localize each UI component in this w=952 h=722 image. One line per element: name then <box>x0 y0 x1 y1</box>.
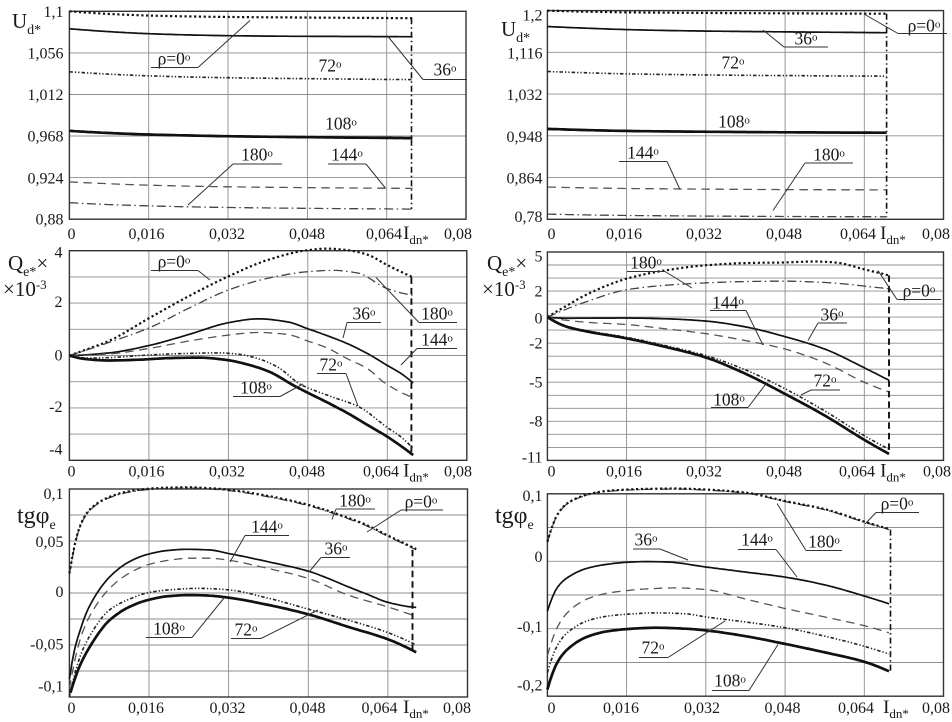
svg-text:0,032: 0,032 <box>209 464 245 481</box>
svg-text:0,08: 0,08 <box>444 226 472 243</box>
svg-text:0: 0 <box>535 549 543 566</box>
svg-text:0,064: 0,064 <box>838 700 874 717</box>
svg-text:0,08: 0,08 <box>922 700 950 717</box>
svg-text:0,016: 0,016 <box>606 226 642 243</box>
svg-text:ρ=0o: ρ=0o <box>881 494 914 514</box>
svg-text:108o: 108o <box>714 671 746 691</box>
svg-text:0,032: 0,032 <box>684 700 720 717</box>
svg-text:-11: -11 <box>522 450 543 467</box>
svg-text:0: 0 <box>548 464 556 481</box>
svg-text:108o: 108o <box>240 378 272 398</box>
svg-text:ρ=0o: ρ=0o <box>908 16 941 36</box>
svg-text:1,116: 1,116 <box>507 45 542 62</box>
svg-text:2: 2 <box>535 284 543 301</box>
svg-text:144o: 144o <box>251 517 283 537</box>
svg-text:4: 4 <box>55 245 63 262</box>
svg-text:5: 5 <box>535 249 543 266</box>
svg-text:-0,2: -0,2 <box>517 678 542 695</box>
svg-text:0,064: 0,064 <box>362 700 398 717</box>
svg-text:Idn*: Idn* <box>403 697 429 721</box>
svg-text:0,1: 0,1 <box>523 488 543 505</box>
svg-text:0,08: 0,08 <box>443 700 471 717</box>
svg-text:0,88: 0,88 <box>36 212 64 229</box>
svg-text:0,016: 0,016 <box>128 700 164 717</box>
svg-text:0,05: 0,05 <box>36 534 64 551</box>
svg-text:0,016: 0,016 <box>603 700 639 717</box>
svg-text:0,064: 0,064 <box>840 226 876 243</box>
svg-text:ρ=0o: ρ=0o <box>158 49 191 69</box>
svg-text:180o: 180o <box>630 253 662 273</box>
svg-text:0,016: 0,016 <box>606 464 642 481</box>
svg-text:0,08: 0,08 <box>922 226 950 243</box>
svg-text:108o: 108o <box>325 114 357 134</box>
svg-text:0,048: 0,048 <box>766 226 802 243</box>
svg-text:0,016: 0,016 <box>129 226 165 243</box>
svg-text:0,864: 0,864 <box>507 171 543 188</box>
svg-text:144o: 144o <box>741 530 773 550</box>
svg-text:144o: 144o <box>627 143 659 163</box>
svg-text:0,064: 0,064 <box>839 464 875 481</box>
svg-text:-0,05: -0,05 <box>30 636 63 653</box>
svg-text:1,056: 1,056 <box>28 46 64 63</box>
svg-text:108o: 108o <box>718 112 750 132</box>
svg-text:-0,1: -0,1 <box>517 619 542 636</box>
svg-text:0,032: 0,032 <box>686 464 722 481</box>
svg-text:0,08: 0,08 <box>923 464 951 481</box>
svg-text:108o: 108o <box>713 390 745 410</box>
svg-text:0,048: 0,048 <box>289 226 325 243</box>
svg-text:1,012: 1,012 <box>28 87 64 104</box>
svg-text:144o: 144o <box>421 330 453 350</box>
svg-text:0,016: 0,016 <box>129 464 165 481</box>
svg-text:0,048: 0,048 <box>765 700 801 717</box>
svg-text:tgφe: tgφe <box>495 503 534 533</box>
svg-text:0,032: 0,032 <box>210 700 246 717</box>
svg-text:0,78: 0,78 <box>515 209 543 226</box>
svg-text:0,032: 0,032 <box>209 226 245 243</box>
svg-text:1,2: 1,2 <box>523 8 543 25</box>
svg-text:0,924: 0,924 <box>28 170 64 187</box>
svg-text:0: 0 <box>68 464 76 481</box>
svg-text:0: 0 <box>56 584 64 601</box>
svg-text:0,048: 0,048 <box>766 464 802 481</box>
svg-text:180o: 180o <box>339 491 371 511</box>
svg-text:1,032: 1,032 <box>507 87 543 104</box>
svg-text:0,048: 0,048 <box>290 700 326 717</box>
svg-text:0: 0 <box>535 311 543 328</box>
svg-text:ρ=0o: ρ=0o <box>158 252 191 272</box>
svg-text:144o: 144o <box>331 145 363 165</box>
svg-text:0: 0 <box>68 700 76 717</box>
svg-text:2: 2 <box>55 294 63 311</box>
svg-text:0: 0 <box>548 226 556 243</box>
svg-text:0,064: 0,064 <box>363 464 399 481</box>
svg-text:1,1: 1,1 <box>44 4 64 21</box>
svg-text:0,048: 0,048 <box>289 464 325 481</box>
svg-text:0,032: 0,032 <box>686 226 722 243</box>
svg-text:0,064: 0,064 <box>366 226 402 243</box>
svg-text:-5: -5 <box>529 375 542 392</box>
svg-text:0: 0 <box>68 226 76 243</box>
svg-text:tgφe: tgφe <box>17 503 56 533</box>
svg-text:ρ=0o: ρ=0o <box>903 281 936 301</box>
svg-text:ρ=0o: ρ=0o <box>405 492 438 512</box>
svg-text:0: 0 <box>55 348 63 365</box>
svg-text:-4: -4 <box>49 442 62 459</box>
svg-text:-2: -2 <box>49 399 62 416</box>
svg-text:180o: 180o <box>813 145 845 165</box>
svg-text:0,948: 0,948 <box>507 129 543 146</box>
svg-text:144o: 144o <box>712 293 744 313</box>
svg-text:-8: -8 <box>529 414 542 431</box>
svg-text:0,1: 0,1 <box>44 486 64 503</box>
svg-text:0,08: 0,08 <box>444 464 472 481</box>
svg-text:-2: -2 <box>529 336 542 353</box>
svg-text:180o: 180o <box>421 304 453 324</box>
svg-text:-0,1: -0,1 <box>38 679 63 696</box>
svg-text:0: 0 <box>548 700 556 717</box>
svg-text:0,968: 0,968 <box>28 129 64 146</box>
svg-text:180o: 180o <box>808 532 840 552</box>
svg-text:180o: 180o <box>241 145 273 165</box>
svg-text:108o: 108o <box>153 619 185 639</box>
